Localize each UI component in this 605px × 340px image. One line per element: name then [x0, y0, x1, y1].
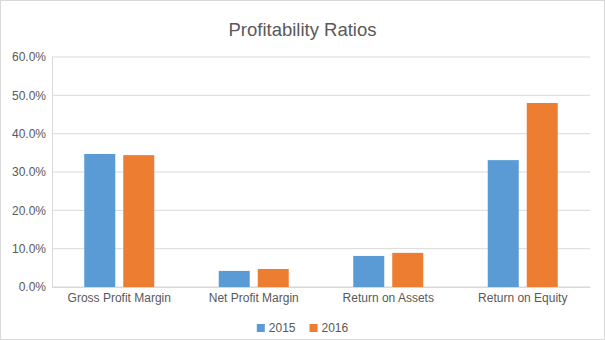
chart: 0.0% 10.0% 20.0% 30.0% 40.0% 50.0% 60.0% Gross … — [0, 0, 605, 340]
y-tick: 50.0% — [12, 89, 52, 103]
x-tick-label: Net Profit Margin — [209, 291, 299, 305]
bar — [353, 256, 384, 287]
y-axis-line — [52, 58, 53, 288]
legend-swatch — [257, 324, 265, 332]
x-tick: Gross Profit Margin — [68, 287, 171, 305]
x-axis: Gross Profit Margin Net Profit Margin Retu… — [53, 287, 591, 305]
bar — [219, 271, 250, 287]
legend-label: 2015 — [269, 321, 296, 335]
grid-line — [52, 57, 590, 58]
bar — [84, 154, 115, 287]
y-tick-label: 60.0% — [12, 50, 46, 64]
x-tick: Return on Assets — [343, 287, 434, 305]
y-tick: 30.0% — [12, 165, 52, 179]
y-tick: 0.0% — [19, 280, 52, 294]
x-tick-label: Return on Assets — [343, 291, 434, 305]
x-tick: Net Profit Margin — [209, 287, 299, 305]
bars — [84, 103, 558, 287]
bar — [392, 253, 423, 287]
x-tick-label: Gross Profit Margin — [68, 291, 171, 305]
bar — [488, 160, 519, 287]
grid — [52, 57, 590, 287]
y-axis: 0.0% 10.0% 20.0% 30.0% 40.0% 50.0% 60.0% — [12, 50, 53, 294]
legend: 2015 2016 — [257, 321, 349, 335]
chart-frame — [1, 1, 605, 340]
y-tick-label: 50.0% — [12, 89, 46, 103]
grid-line — [52, 95, 590, 96]
bar — [258, 269, 289, 287]
y-tick: 10.0% — [12, 242, 52, 256]
y-tick-label: 40.0% — [12, 127, 46, 141]
grid-line — [52, 133, 590, 134]
y-tick: 40.0% — [12, 127, 52, 141]
y-tick-label: 30.0% — [12, 165, 46, 179]
legend-label: 2016 — [322, 321, 349, 335]
x-tick: Return on Equity — [478, 287, 567, 305]
legend-item: 2015 — [257, 321, 296, 335]
plot: 0.0% 10.0% 20.0% 30.0% 40.0% 50.0% 60.0% Gross … — [12, 50, 591, 304]
y-tick-label: 0.0% — [19, 280, 47, 294]
y-tick-label: 20.0% — [12, 204, 46, 218]
y-tick: 20.0% — [12, 204, 52, 218]
title: Profitability Ratios — [228, 19, 376, 40]
y-tick: 60.0% — [12, 50, 52, 64]
x-axis-line — [53, 287, 591, 288]
bar — [123, 155, 154, 287]
legend-item: 2016 — [310, 321, 349, 335]
y-tick-label: 10.0% — [12, 242, 46, 256]
legend-swatch — [310, 324, 318, 332]
x-tick-label: Return on Equity — [478, 291, 567, 305]
bar — [527, 103, 558, 287]
